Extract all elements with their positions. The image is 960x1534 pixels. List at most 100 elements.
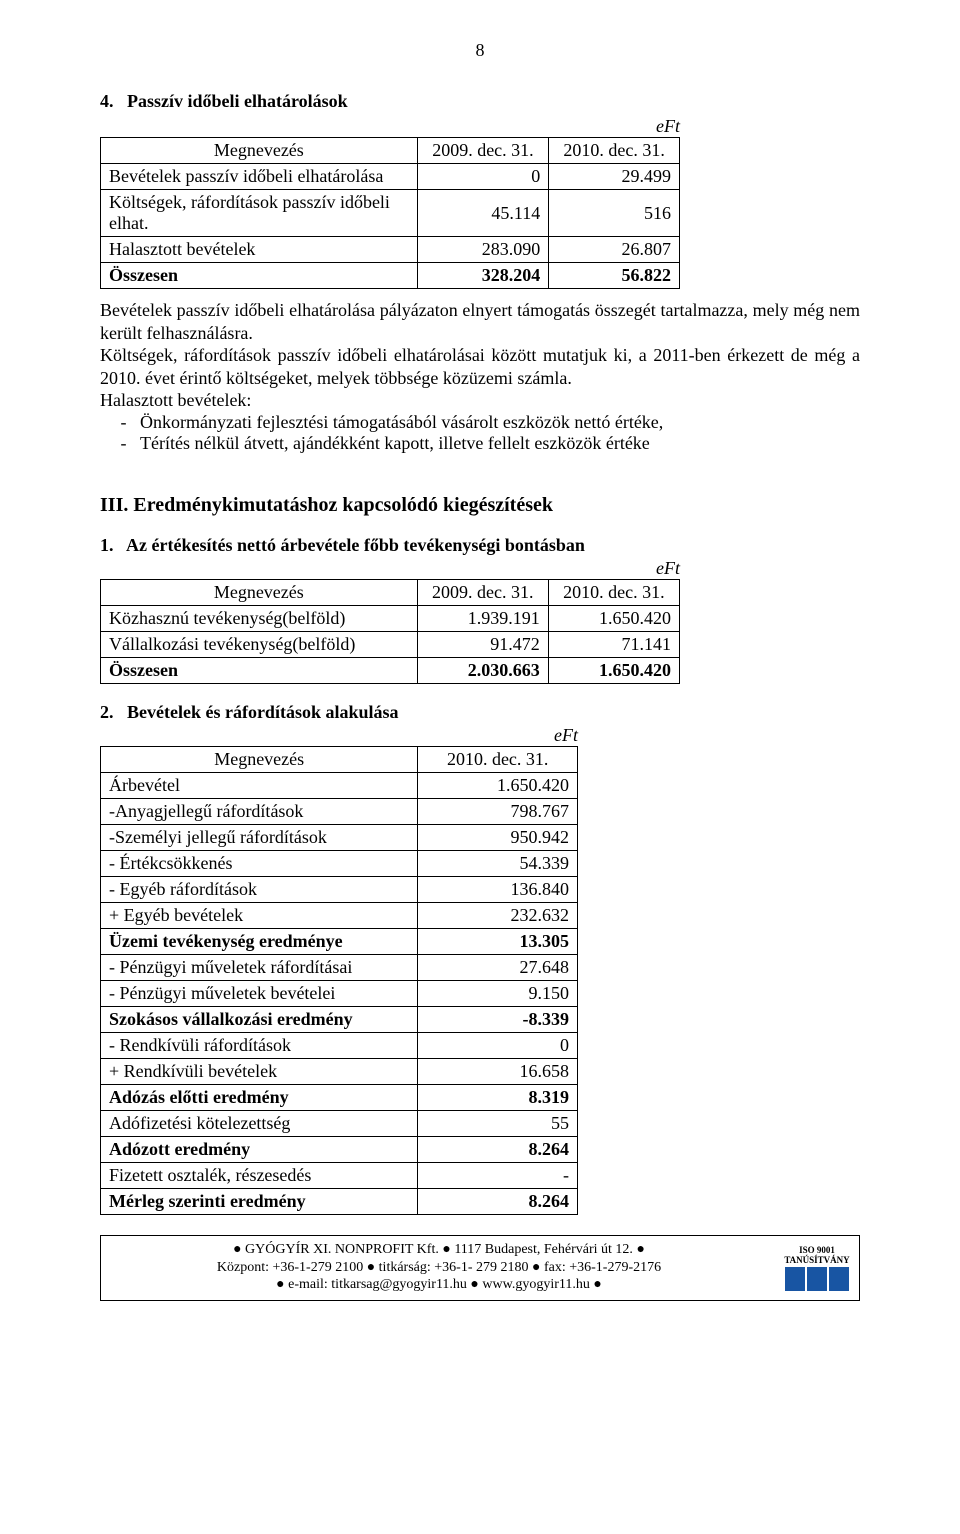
cell: -Személyi jellegű ráfordítások [101, 824, 418, 850]
sub2-title: Bevételek és ráfordítások alakulása [127, 702, 399, 722]
cell: 516 [549, 190, 680, 237]
footer-bullet-icon: ● [532, 1260, 540, 1275]
table-row: Megnevezés 2009. dec. 31. 2010. dec. 31. [101, 138, 680, 164]
cell: 54.339 [418, 850, 578, 876]
footer-bullet-icon: ● [593, 1277, 601, 1292]
cell: 9.150 [418, 980, 578, 1006]
footer-phone-secretary: titkárság: +36-1- 279 2180 [379, 1260, 529, 1275]
cell: Összesen [101, 657, 418, 683]
table-row: Adózott eredmény8.264 [101, 1136, 578, 1162]
cell: 950.942 [418, 824, 578, 850]
badge-icon [829, 1267, 849, 1291]
col-header: 2010. dec. 31. [549, 138, 680, 164]
footer-email: e-mail: titkarsag@gyogyir11.hu [288, 1277, 467, 1292]
eft-label-1: eFt [100, 116, 680, 137]
eft-label-3: eFt [100, 725, 578, 746]
table-row: -Személyi jellegű ráfordítások950.942 [101, 824, 578, 850]
table-row: - Pénzügyi műveletek ráfordításai27.648 [101, 954, 578, 980]
table-row: Közhasznú tevékenység(belföld) 1.939.191… [101, 605, 680, 631]
cell: 232.632 [418, 902, 578, 928]
cell: 45.114 [417, 190, 549, 237]
badge-icons [785, 1267, 849, 1291]
halasztott-list: Önkormányzati fejlesztési támogatásából … [140, 412, 860, 454]
cell: Szokásos vállalkozási eredmény [101, 1006, 418, 1032]
cell: 8.319 [418, 1084, 578, 1110]
table-sub1: Megnevezés 2009. dec. 31. 2010. dec. 31.… [100, 579, 680, 684]
footer-company: GYÓGYÍR XI. NONPROFIT Kft. [245, 1242, 439, 1257]
table-row: Megnevezés 2010. dec. 31. [101, 746, 578, 772]
col-header: Megnevezés [101, 746, 418, 772]
section4-heading: 4. Passzív időbeli elhatárolások [100, 91, 860, 112]
cell: Adófizetési kötelezettség [101, 1110, 418, 1136]
cell: 1.650.420 [548, 657, 679, 683]
cell: Közhasznú tevékenység(belföld) [101, 605, 418, 631]
table-section4: Megnevezés 2009. dec. 31. 2010. dec. 31.… [100, 137, 680, 289]
table-row: Fizetett osztalék, részesedés- [101, 1162, 578, 1188]
sub1-heading: 1. Az értékesítés nettó árbevétele főbb … [100, 535, 860, 556]
cell: 1.939.191 [417, 605, 548, 631]
table-row: Halasztott bevételek 283.090 26.807 [101, 237, 680, 263]
cell: -8.339 [418, 1006, 578, 1032]
footer: ● GYÓGYÍR XI. NONPROFIT Kft. ● 1117 Buda… [100, 1235, 860, 1301]
footer-fax: fax: +36-1-279-2176 [544, 1260, 661, 1275]
para-koltsegek: Költségek, ráfordítások passzív időbeli … [100, 344, 860, 389]
cell: - Egyéb ráfordítások [101, 876, 418, 902]
table-row: Adózás előtti eredmény8.319 [101, 1084, 578, 1110]
cell: Árbevétel [101, 772, 418, 798]
cell: + Rendkívüli bevételek [101, 1058, 418, 1084]
cell: + Egyéb bevételek [101, 902, 418, 928]
footer-bullet-icon: ● [636, 1242, 644, 1257]
table-row: Üzemi tevékenység eredménye13.305 [101, 928, 578, 954]
cell: 2.030.663 [417, 657, 548, 683]
iso-label: ISO 9001 TANÚSÍTVÁNY [781, 1245, 853, 1265]
table-row: Mérleg szerinti eredmény8.264 [101, 1188, 578, 1214]
table-row: + Rendkívüli bevételek16.658 [101, 1058, 578, 1084]
footer-line2: Központ: +36-1-279 2100 ● titkárság: +36… [107, 1259, 771, 1277]
cell: Adózás előtti eredmény [101, 1084, 418, 1110]
table-row: - Értékcsökkenés54.339 [101, 850, 578, 876]
list-item: Térítés nélkül átvett, ajándékként kapot… [140, 433, 860, 454]
cell: Költségek, ráfordítások passzív időbeli … [101, 190, 418, 237]
footer-phone-center: Központ: +36-1-279 2100 [217, 1260, 363, 1275]
cell: 1.650.420 [418, 772, 578, 798]
cell: - Rendkívüli ráfordítások [101, 1032, 418, 1058]
col-header: 2009. dec. 31. [417, 579, 548, 605]
table-row: Összesen 328.204 56.822 [101, 263, 680, 289]
badge-icon [785, 1267, 805, 1291]
cell: - Értékcsökkenés [101, 850, 418, 876]
table-row: Adófizetési kötelezettség55 [101, 1110, 578, 1136]
footer-bullet-icon: ● [442, 1242, 450, 1257]
sectionIII-title: III. Eredménykimutatáshoz kapcsolódó kie… [100, 494, 860, 517]
table-row: - Egyéb ráfordítások136.840 [101, 876, 578, 902]
cell: Fizetett osztalék, részesedés [101, 1162, 418, 1188]
cell: Vállalkozási tevékenység(belföld) [101, 631, 418, 657]
footer-bullet-icon: ● [367, 1260, 375, 1275]
cell: 283.090 [417, 237, 549, 263]
cell: 8.264 [418, 1136, 578, 1162]
col-header: Megnevezés [101, 579, 418, 605]
table-row: Bevételek passzív időbeli elhatárolása 0… [101, 164, 680, 190]
footer-text: ● GYÓGYÍR XI. NONPROFIT Kft. ● 1117 Buda… [107, 1241, 771, 1294]
table-row: Összesen 2.030.663 1.650.420 [101, 657, 680, 683]
col-header: Megnevezés [101, 138, 418, 164]
cell: 0 [418, 1032, 578, 1058]
cell: Bevételek passzív időbeli elhatárolása [101, 164, 418, 190]
col-header: 2009. dec. 31. [417, 138, 549, 164]
footer-line3: ● e-mail: titkarsag@gyogyir11.hu ● www.g… [107, 1276, 771, 1294]
footer-website: www.gyogyir11.hu [482, 1277, 589, 1292]
page-number: 8 [100, 40, 860, 61]
para-bevetelek: Bevételek passzív időbeli elhatárolása p… [100, 299, 860, 344]
cell: 136.840 [418, 876, 578, 902]
cell: 8.264 [418, 1188, 578, 1214]
badge-icon [807, 1267, 827, 1291]
footer-bullet-icon: ● [276, 1277, 284, 1292]
section4-number: 4. [100, 91, 114, 111]
cell: 328.204 [417, 263, 549, 289]
cell: 29.499 [549, 164, 680, 190]
cell: 71.141 [548, 631, 679, 657]
cell: 798.767 [418, 798, 578, 824]
table-sub2: Megnevezés 2010. dec. 31. Árbevétel1.650… [100, 746, 578, 1215]
table-row: Árbevétel1.650.420 [101, 772, 578, 798]
footer-line1: ● GYÓGYÍR XI. NONPROFIT Kft. ● 1117 Buda… [107, 1241, 771, 1259]
cell: 56.822 [549, 263, 680, 289]
